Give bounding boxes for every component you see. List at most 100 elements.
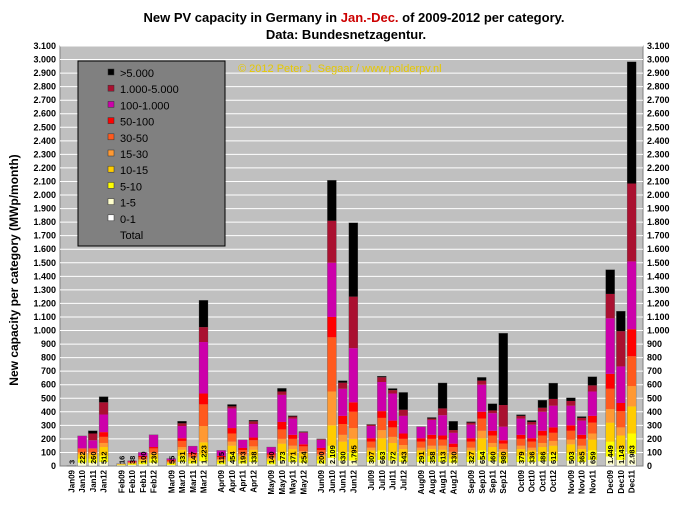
bar-segment [88,458,98,463]
y-tick-label: 100 [41,447,56,457]
bar-segment [238,447,248,451]
bar-segment [277,429,287,439]
bar-segment [99,447,109,456]
bar-segment [298,444,308,447]
chart-subtitle: Data: Bundesnetzagentur. [266,27,426,42]
bar-segment [377,465,387,466]
y-tick-label: 3.000 [33,55,56,65]
legend-swatch [107,149,115,157]
bar-segment [277,421,287,430]
bar-outline [377,376,387,467]
bar-segment [338,434,348,442]
y-tick-label-right: 800 [647,353,662,363]
bar-segment [448,462,458,466]
data-label: 612 [549,451,558,464]
data-label: 630 [339,451,348,464]
bar-segment [298,451,308,454]
bar-segment [99,461,109,466]
bar-segment [266,454,276,458]
bar-segment [605,422,615,442]
bar-segment [88,440,98,449]
y-tick-label: 600 [41,380,56,390]
bar-segment [88,448,98,453]
x-tick-label: Oct12 [549,469,558,492]
bar-segment [587,422,597,434]
bar-segment [199,426,208,443]
bar-segment [466,441,476,448]
y-tick-label: 400 [41,407,56,417]
legend-swatch [107,133,115,141]
x-tick-label: May11 [289,469,298,494]
bar-segment [327,220,337,263]
bar-segment [548,445,558,454]
bar-segment [377,376,387,378]
bar-segment [227,433,237,442]
bar-segment [488,461,497,466]
bar-segment [327,262,337,317]
bar-segment [388,420,398,428]
bar-segment [298,465,308,466]
legend-swatch [107,101,115,108]
bar-segment [466,421,476,423]
bar-segment [616,403,626,412]
data-label: 371 [289,451,298,464]
bar-segment [527,421,537,425]
bar-segment [277,443,287,453]
bar-segment [248,449,258,456]
y-tick-label: 2.300 [33,149,56,159]
bar-segment [438,408,448,416]
bar-segment [537,407,547,412]
bar-segment [99,402,109,415]
credit-text: © 2012 Peter J. Segaar / www.polderpv.nl [238,63,442,75]
x-tick-label: Mar10 [178,469,187,493]
bar-segment [566,397,576,401]
bar-segment [377,438,387,451]
bar-segment [248,424,258,438]
bar-segment [548,461,558,466]
bar-segment [316,454,326,457]
x-tick-label: Oct11 [538,469,547,491]
bar-segment [516,415,526,419]
x-tick-label: Feb10 [128,469,137,493]
data-label: 1.223 [200,445,209,464]
x-tick-label: Apr09 [217,469,226,492]
bar-segment [338,382,348,389]
bar-segment [166,459,176,461]
x-tick-label: Jul10 [378,469,387,490]
bar-segment [298,446,308,452]
data-label: 572 [389,451,398,464]
bar-segment [388,442,398,453]
bar-outline [466,421,476,467]
bar-segment [149,448,159,453]
y-tick-label: 1.000 [33,326,56,336]
bar-segment [316,439,326,448]
bar-segment [577,417,587,421]
bar-segment [605,456,615,465]
y-tick-label-right: 900 [647,339,662,349]
bar-outline [227,404,237,467]
data-label: 222 [78,451,87,464]
bar-segment [498,426,508,441]
bar-segment [377,377,387,382]
bar-segment [366,465,376,466]
bar-segment [199,342,208,394]
bar-segment [277,388,287,392]
y-tick-label-right: 3.100 [647,41,670,51]
bar-segment [99,455,109,462]
bar-segment [527,465,537,466]
bar-segment [527,441,537,448]
bar-segment [88,465,98,466]
bar-segment [498,462,508,466]
legend-label: 1.000-5.000 [120,84,179,96]
y-tick-label: 1.800 [33,217,56,227]
bar-segment [127,464,137,466]
bar-segment [327,425,337,446]
bar-segment [498,440,508,444]
bar-segment [488,454,497,462]
bar-outline [427,417,437,467]
bar-segment [348,222,358,297]
bar-outline [316,438,326,467]
bar-segment [548,465,558,466]
x-tick-label: Jun11 [339,469,348,492]
data-label: 365 [578,451,587,464]
